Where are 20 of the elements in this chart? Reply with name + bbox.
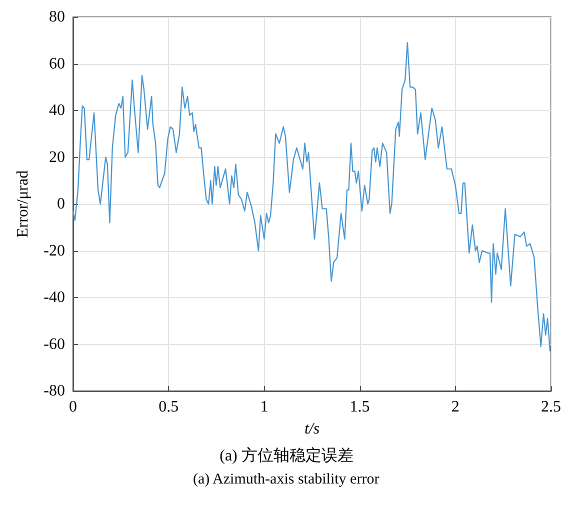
- y-tick-label: -80: [44, 382, 65, 400]
- y-tick-label: 40: [49, 102, 65, 119]
- y-tick-label: 80: [49, 8, 65, 26]
- text: (a) 方位轴稳定误差: [220, 446, 354, 464]
- x-tick-label: 1: [260, 398, 268, 416]
- y-tick-label: 60: [49, 55, 65, 72]
- y-axis-title: Error/μrad: [14, 170, 32, 238]
- line-series: [72, 42, 551, 352]
- y-tick-label: 20: [49, 148, 65, 166]
- x-tick-label: 1.5: [350, 398, 370, 416]
- y-tick-label: -20: [44, 242, 65, 260]
- x-tick-label: 0.5: [158, 398, 179, 416]
- x-tick-label: 2: [451, 398, 460, 416]
- x-tick-label: 2.5: [541, 398, 561, 416]
- y-tick-label: -60: [44, 336, 65, 353]
- x-axis-title: t/s: [304, 420, 320, 438]
- y-tick-label: 0: [57, 196, 65, 212]
- text: (a) Azimuth-axis stability error: [192, 472, 380, 488]
- y-tick-label: -40: [44, 289, 65, 306]
- x-tick-label: 0: [69, 398, 77, 416]
